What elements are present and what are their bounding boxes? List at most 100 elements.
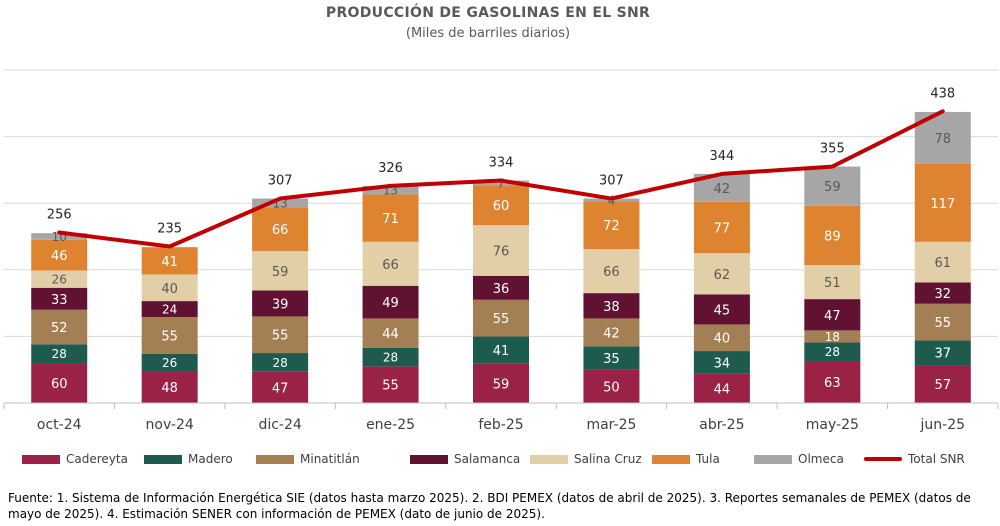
bar-segment [804,330,861,343]
stacked-bar-chart: 6028523326461048265524404147285539596613… [3,69,999,433]
bar-segment [804,265,861,300]
data-label: 28 [272,356,287,370]
bar-segment [141,371,198,403]
data-label: 44 [714,382,731,397]
bar-segment [141,301,198,318]
data-label: 89 [824,230,841,245]
chart-legend: Cadereyta Madero Minatitlán Salamanca Salina… [22,452,992,470]
bar-segment [362,241,419,286]
data-label: 40 [714,332,731,347]
bar-segment [362,318,419,348]
bar-segment [693,201,750,254]
legend-item: Minatitlán [256,452,360,466]
legend-item: Salamanca [410,452,520,466]
total-label: 235 [157,221,182,236]
data-label: 72 [603,219,620,234]
data-label: 35 [603,352,620,367]
x-tick-label: dic-24 [258,417,301,433]
data-label: 47 [824,309,841,324]
legend-item: Olmeca [754,452,844,466]
total-point [389,184,393,188]
bar-segment [583,346,640,370]
bar-segment [583,201,640,250]
bar-segment [693,351,750,374]
x-tick-label: abr-25 [699,417,744,433]
legend-item: Total SNR [864,452,965,466]
bar-segment [914,282,971,304]
data-label: 71 [382,212,399,227]
data-label: 63 [824,376,841,391]
data-label: 40 [161,282,178,297]
legend-label: Minatitlán [300,452,360,466]
data-label: 59 [493,377,510,392]
total-point [57,231,61,235]
bar-segment [583,369,640,403]
legend-item: Tula [652,452,720,466]
data-label: 52 [51,321,68,336]
total-label: 307 [599,174,624,189]
bar-segment [693,253,750,295]
legend-item: Madero [144,452,233,466]
bar-segment [252,316,309,354]
legend-label: Total SNR [908,452,965,466]
bar-segment [252,198,309,208]
data-label: 76 [493,244,510,259]
bar-segment [252,353,309,372]
bar-segment [804,342,861,362]
bar-segment [804,299,861,331]
bar-segment [693,294,750,325]
data-label: 37 [935,347,952,362]
data-label: 39 [272,297,289,312]
bar-segment [473,185,529,226]
data-label: 28 [825,345,840,359]
data-label: 48 [161,381,178,396]
bar-segment [362,285,419,319]
data-label: 55 [161,329,178,344]
legend-label: Olmeca [798,452,844,466]
data-label: 26 [52,273,67,287]
data-label: 32 [935,287,952,302]
data-label: 51 [824,276,841,291]
bar-segment [31,363,88,403]
total-label: 334 [489,156,514,171]
data-label: 55 [493,312,510,327]
bar-segment [583,293,640,319]
bar-segment [141,247,198,275]
legend-swatch [530,454,568,464]
bar-segment [804,205,861,266]
data-label: 55 [382,379,399,394]
bar-segment [141,274,198,302]
data-label: 42 [603,326,620,341]
total-point [941,109,945,113]
data-label: 78 [935,132,952,147]
bar-segment [31,309,88,345]
bar-segment [473,225,529,276]
data-label: 77 [714,222,731,237]
legend-item: Salina Cruz [530,452,642,466]
data-label: 57 [935,378,952,393]
data-label: 41 [493,344,510,359]
legend-label: Salamanca [454,452,521,466]
data-label: 26 [162,356,177,370]
legend-swatch [22,454,60,464]
data-label: 61 [935,256,952,271]
bar-segment [31,233,88,240]
legend-label: Salina Cruz [574,452,642,466]
bar-segment [473,363,529,403]
legend-swatch [754,454,792,464]
bar-segment [693,324,750,352]
data-label: 41 [161,255,178,270]
bar-segment [804,361,861,403]
data-label: 24 [162,303,177,317]
total-label: 326 [378,161,403,176]
source-footnote: Fuente: 1. Sistema de Información Energé… [8,491,971,521]
total-point [609,197,613,201]
x-tick-label: ene-25 [366,417,415,433]
legend-item: Cadereyta [22,452,128,466]
total-label: 344 [709,149,734,164]
legend-swatch [410,454,448,464]
data-label: 59 [824,180,841,195]
bar-segment [31,344,88,364]
chart-subtitle: (Miles de barriles diarios) [405,26,571,41]
bar-segment [914,163,971,242]
